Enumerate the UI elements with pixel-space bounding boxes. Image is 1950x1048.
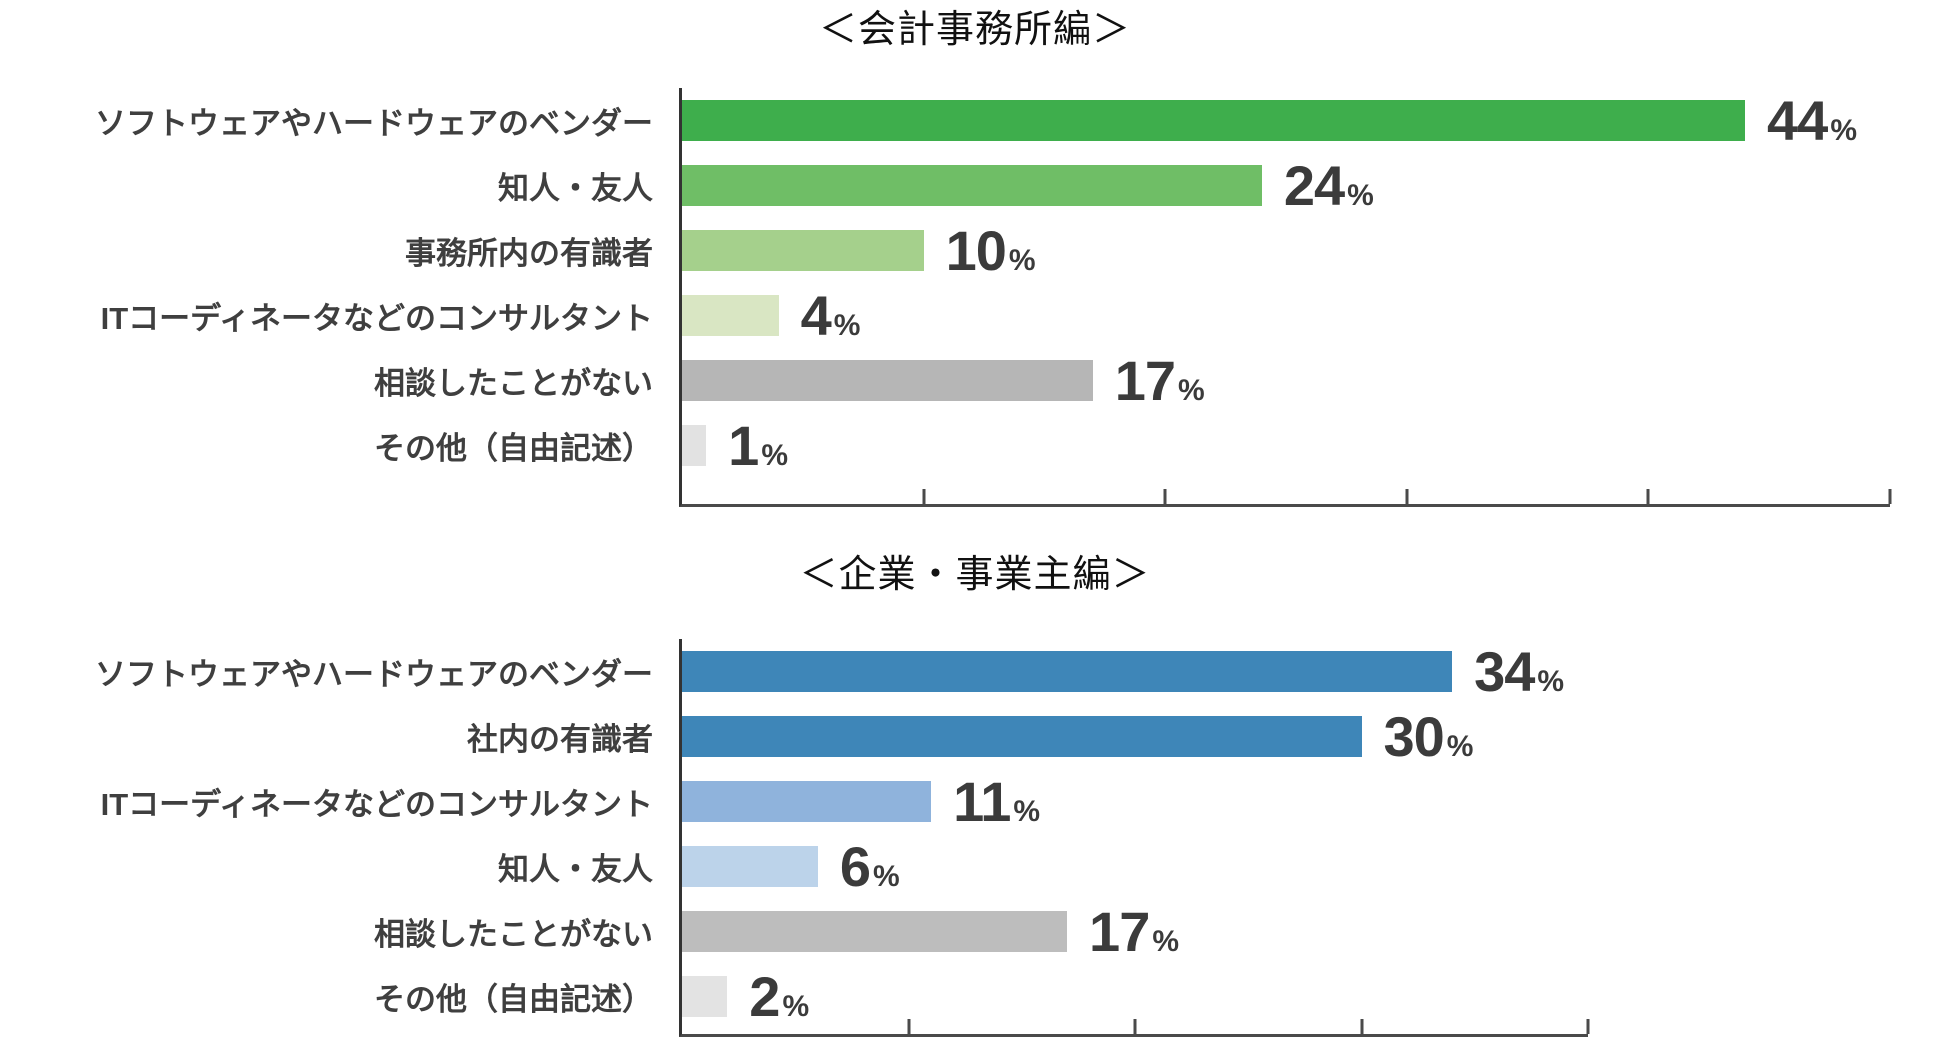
bar bbox=[682, 230, 924, 271]
bar-label: ソフトウェアやハードウェアのベンダー bbox=[95, 106, 653, 141]
bar bbox=[682, 716, 1362, 757]
bar-row: 17% bbox=[682, 899, 1588, 964]
category-labels: ソフトウェアやハードウェアのベンダー知人・友人事務所内の有識者 ITコーディネータ… bbox=[0, 88, 679, 478]
bar-value: 6% bbox=[839, 834, 900, 898]
bar-row: 10% bbox=[682, 218, 1890, 283]
bar bbox=[682, 425, 707, 466]
bar-label: 社内の有識者 bbox=[467, 722, 653, 757]
bar bbox=[682, 360, 1093, 401]
bar bbox=[682, 911, 1068, 952]
bar-value: 34% bbox=[1474, 639, 1565, 703]
chart-title: ＜企業・事業主編＞ bbox=[799, 554, 1151, 596]
axis-tick bbox=[1163, 489, 1167, 504]
bar-label: 事務所内の有識者 bbox=[405, 236, 653, 271]
bar-value: 2% bbox=[749, 964, 810, 1028]
axis-tick bbox=[1586, 1019, 1590, 1034]
chart-body: ソフトウェアやハードウェアのベンダー知人・友人事務所内の有識者 ITコーディネータ… bbox=[0, 88, 1950, 507]
bar-row: 24% bbox=[682, 153, 1890, 218]
bar bbox=[682, 846, 818, 887]
axis-tick bbox=[1360, 1019, 1363, 1034]
bar-row: 6% bbox=[682, 834, 1588, 899]
bar-value: 30% bbox=[1383, 704, 1474, 768]
bar-label: ITコーディネータなどのコンサルタント bbox=[100, 301, 653, 336]
bar-value: 17% bbox=[1114, 348, 1205, 412]
bar bbox=[682, 100, 1746, 141]
bar-row: 34% bbox=[682, 639, 1588, 704]
axis-tick bbox=[1888, 489, 1892, 504]
bar-label: その他（自由記述） bbox=[374, 982, 653, 1017]
bar-row: 1% bbox=[682, 413, 1890, 478]
bar-label: その他（自由記述） bbox=[374, 431, 653, 466]
axis-tick bbox=[907, 1019, 910, 1034]
bar-row: 2% bbox=[682, 964, 1588, 1029]
bar-value: 10% bbox=[945, 218, 1036, 282]
bar bbox=[682, 781, 932, 822]
chart-title: ＜会計事務所編＞ bbox=[818, 9, 1131, 51]
bar-row: 11% bbox=[682, 769, 1588, 834]
bar-value: 11% bbox=[953, 769, 1041, 833]
bar bbox=[682, 295, 779, 336]
bar-label: 相談したことがない bbox=[374, 366, 653, 401]
bar-value: 1% bbox=[728, 413, 788, 477]
category-labels: ソフトウェアやハードウェアのベンダー社内の有識者 ITコーディネータなどのコンサル… bbox=[0, 639, 679, 1029]
axis-tick bbox=[922, 489, 926, 504]
bar-value: 4% bbox=[800, 283, 861, 347]
bar-label: 相談したことがない bbox=[374, 917, 653, 952]
bar-value: 44% bbox=[1767, 88, 1858, 152]
bar-label: ソフトウェアやハードウェアのベンダー bbox=[95, 657, 653, 692]
bar bbox=[682, 165, 1262, 206]
bar bbox=[682, 976, 728, 1017]
bar-row: 30% bbox=[682, 704, 1588, 769]
bar-label: ITコーディネータなどのコンサルタント bbox=[100, 787, 653, 822]
bar-row: 44% bbox=[682, 88, 1890, 153]
bar-value: 24% bbox=[1283, 153, 1374, 217]
axis-tick bbox=[1646, 489, 1650, 504]
bar-label: 知人・友人 bbox=[498, 852, 653, 887]
bar bbox=[682, 651, 1453, 692]
plot-area: 34% 30% 11% 6% 17% 2% bbox=[679, 639, 1590, 1037]
axis-tick bbox=[1133, 1019, 1137, 1034]
axis-tick bbox=[1405, 489, 1409, 504]
plot-area: 44% 24% 10% 4% 17% 1% bbox=[679, 88, 1892, 507]
chart-accounting-offices: ＜会計事務所編＞ ソフトウェアやハードウェアのベンダー知人・友人事務所内の有識者… bbox=[0, 0, 1950, 507]
bar-row: 17% bbox=[682, 348, 1890, 413]
chart-companies: ＜企業・事業主編＞ ソフトウェアやハードウェアのベンダー社内の有識者 ITコーディ… bbox=[0, 507, 1950, 1037]
bar-value: 17% bbox=[1089, 899, 1180, 963]
chart-body: ソフトウェアやハードウェアのベンダー社内の有識者 ITコーディネータなどのコンサル… bbox=[0, 639, 1950, 1037]
bar-label: 知人・友人 bbox=[498, 171, 653, 206]
bar-row: 4% bbox=[682, 283, 1890, 348]
